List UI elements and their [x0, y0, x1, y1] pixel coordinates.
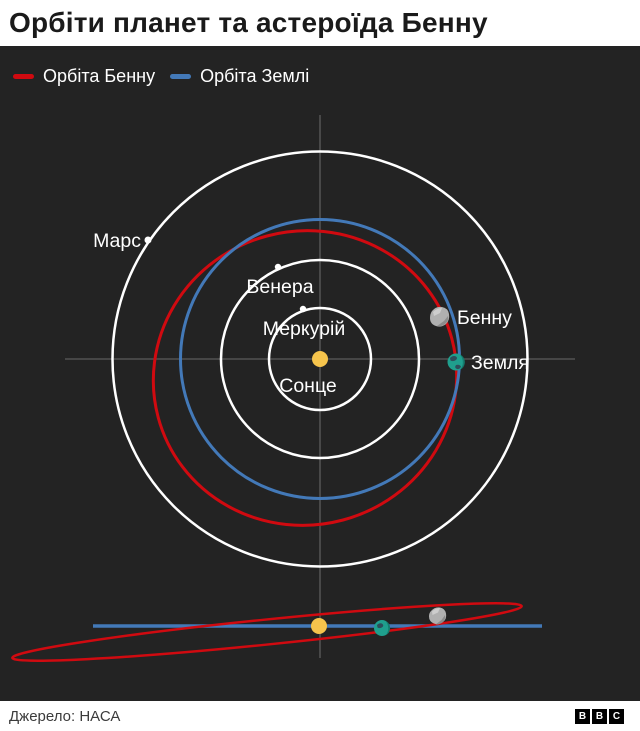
bbc-logo-block: B — [592, 708, 607, 724]
source-credit: Джерело: НАСА — [9, 707, 121, 725]
bennu-asteroid-icon — [430, 306, 450, 327]
mars-orbit-circle — [111, 150, 529, 568]
sun-side-icon — [311, 618, 327, 634]
sun-icon — [312, 351, 328, 367]
mercury-dot-icon — [299, 305, 307, 313]
mercury-orbit-circle — [267, 306, 373, 412]
bennu-orbit-side-ellipse — [11, 602, 523, 662]
legend-item-earth-orbit: Орбіта Землі — [170, 67, 309, 85]
bennu-orbit-ellipse — [151, 229, 459, 527]
bennu-orbit-swatch-icon — [13, 73, 34, 79]
earth-orbit-swatch-icon — [170, 73, 192, 79]
bbc-logo-block: C — [609, 708, 624, 724]
mercury-label: Меркурій — [263, 318, 346, 340]
earth-side-icon — [374, 620, 391, 636]
orbit-chart: Орбіта Бенну Орбіта Землі — [0, 46, 640, 701]
legend-item-bennu-orbit: Орбіта Бенну — [13, 67, 155, 85]
sun-label: Сонце — [279, 375, 337, 397]
mars-dot-icon — [144, 236, 152, 244]
footer: Джерело: НАСА B B C — [0, 701, 640, 731]
header: Орбіти планет та астероїда Бенну — [0, 0, 640, 46]
orbit-diagram-canvas: Марс Венера Меркурій Сонце Бенну Земля — [11, 115, 575, 662]
earth-icon — [447, 353, 466, 371]
bbc-logo: B B C — [575, 708, 624, 724]
venus-label: Венера — [246, 276, 313, 298]
earth-label: Земля — [471, 352, 529, 374]
legend: Орбіта Бенну Орбіта Землі — [13, 67, 309, 85]
legend-label: Орбіта Бенну — [43, 66, 156, 86]
mars-label: Марс — [93, 230, 141, 252]
bennu-label: Бенну — [457, 307, 512, 329]
bbc-logo-block: B — [575, 708, 590, 724]
venus-orbit-circle — [219, 258, 421, 460]
page-title: Орбіти планет та астероїда Бенну — [9, 7, 488, 38]
legend-label: Орбіта Землі — [200, 66, 310, 86]
venus-dot-icon — [274, 263, 282, 271]
bennu-side-icon — [429, 607, 447, 625]
